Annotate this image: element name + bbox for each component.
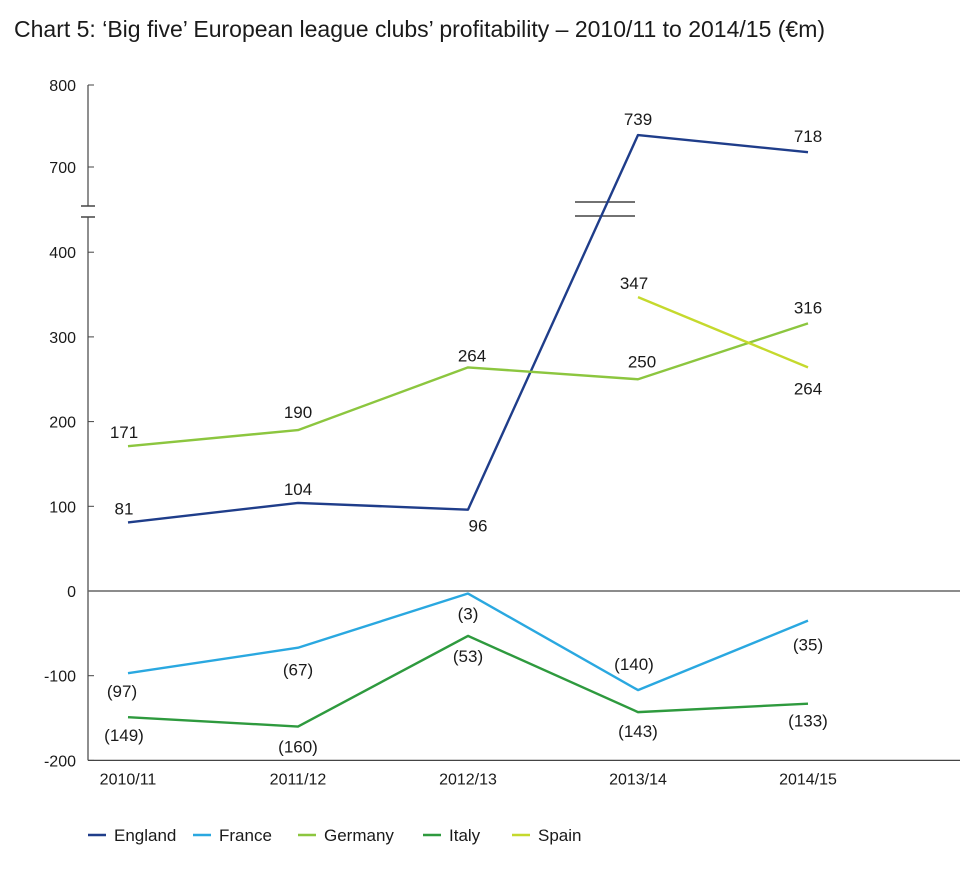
- data-label-france: (97): [107, 682, 137, 701]
- series-line-england: [127, 133, 809, 524]
- axes: 800 700 400 300 200 100 0 -100 -200 2010/11 2011/1…: [44, 78, 960, 788]
- data-label-italy: (160): [278, 738, 318, 757]
- series-line-italy: [127, 634, 809, 728]
- data-label-england: 81: [115, 499, 134, 518]
- y-tick-label: 400: [49, 245, 76, 262]
- data-label-france: (35): [793, 636, 823, 655]
- y-tick-label: 100: [49, 499, 76, 516]
- y-tick-label: 200: [49, 415, 76, 432]
- y-tick-label: -200: [44, 753, 76, 770]
- y-tick-label: 0: [67, 584, 76, 601]
- data-label-england: 96: [469, 517, 488, 536]
- data-label-england: 104: [284, 480, 312, 499]
- chart-title: Chart 5: ‘Big five’ European league club…: [14, 16, 826, 42]
- x-tick-label: 2014/15: [779, 771, 837, 788]
- series-line-france: [127, 592, 809, 692]
- data-label-france: (67): [283, 661, 313, 680]
- legend-label-germany: Germany: [324, 826, 394, 845]
- data-label-italy: (53): [453, 647, 483, 666]
- x-tick-label: 2013/14: [609, 771, 667, 788]
- data-label-france: (140): [614, 655, 654, 674]
- data-label-germany: 190: [284, 403, 312, 422]
- data-labels: 81 104 96 739 718 (97) (67) (3) (140) (35) 171 190 2…: [104, 110, 828, 757]
- legend-label-italy: Italy: [449, 826, 481, 845]
- legend: England France Germany Italy Spain: [88, 826, 581, 845]
- data-label-germany: 316: [794, 298, 822, 317]
- data-label-england: 718: [794, 127, 822, 146]
- series-lines: [127, 133, 809, 728]
- series-line-germany: [127, 322, 809, 448]
- data-label-italy: (149): [104, 726, 144, 745]
- x-tick-label: 2012/13: [439, 771, 497, 788]
- y-tick-label: 300: [49, 330, 76, 347]
- data-label-england: 739: [624, 110, 652, 129]
- x-tick-label: 2011/12: [270, 771, 327, 788]
- data-label-germany: 264: [458, 346, 486, 365]
- y-tick-label: 800: [49, 78, 76, 95]
- data-label-italy: (133): [788, 712, 828, 731]
- series-line-spain: [637, 295, 809, 369]
- legend-label-england: England: [114, 826, 176, 845]
- data-label-france: (3): [458, 605, 479, 624]
- data-label-spain: 347: [620, 274, 648, 293]
- y-tick-label: 700: [49, 160, 76, 177]
- data-label-italy: (143): [618, 722, 658, 741]
- data-label-germany: 250: [628, 352, 656, 371]
- legend-label-france: France: [219, 826, 272, 845]
- y-tick-label: -100: [44, 669, 76, 686]
- x-tick-label: 2010/11: [100, 771, 157, 788]
- legend-label-spain: Spain: [538, 826, 581, 845]
- data-label-germany: 171: [110, 423, 138, 442]
- data-label-spain: 264: [794, 379, 822, 398]
